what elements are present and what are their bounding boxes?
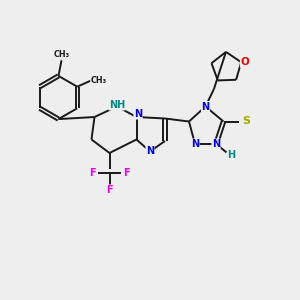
Text: N: N bbox=[212, 139, 220, 149]
Text: F: F bbox=[124, 168, 130, 178]
Text: NH: NH bbox=[109, 100, 125, 110]
Text: O: O bbox=[240, 57, 249, 67]
Text: N: N bbox=[134, 109, 142, 119]
Text: CH₃: CH₃ bbox=[53, 50, 70, 59]
Text: S: S bbox=[242, 116, 250, 127]
Text: F: F bbox=[106, 185, 113, 195]
Text: N: N bbox=[201, 101, 210, 112]
Text: H: H bbox=[227, 150, 236, 161]
Text: N: N bbox=[146, 146, 154, 157]
Text: N: N bbox=[191, 139, 199, 149]
Text: F: F bbox=[89, 168, 95, 178]
Text: CH₃: CH₃ bbox=[91, 76, 107, 85]
